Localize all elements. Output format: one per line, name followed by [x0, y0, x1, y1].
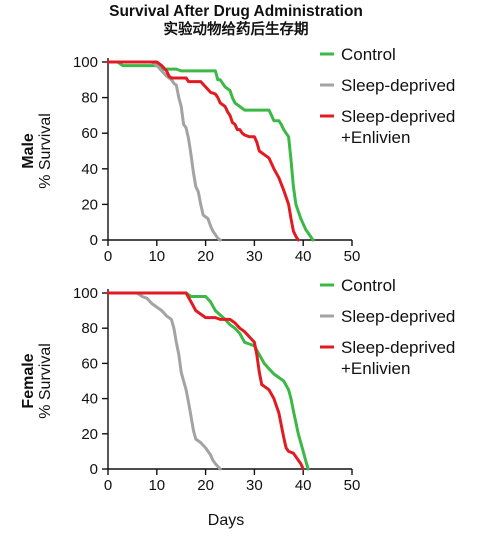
y-axis-label: % Survival — [37, 113, 54, 189]
panel-label: Male — [20, 133, 37, 169]
female-panel: 0 20 40 60 80 100 0 10 20 30 40 50 Female% Survival D… — [20, 276, 455, 529]
x-tick-label: 0 — [104, 248, 112, 265]
series-line-sleep-deprived — [106, 291, 222, 471]
legend-label: Sleep-deprived — [341, 107, 455, 126]
series-line-control — [106, 60, 315, 242]
y-tick-label: 100 — [73, 285, 98, 302]
x-tick-label: 40 — [295, 248, 312, 265]
x-tick-label: 40 — [295, 477, 312, 494]
legend-label: Control — [341, 45, 396, 64]
y-tick-label: 40 — [81, 161, 98, 178]
y-tick-label: 60 — [81, 355, 98, 372]
x-tick-label: 50 — [344, 248, 361, 265]
legend-label: Control — [341, 276, 396, 295]
figure-title: Survival After Drug Administration — [109, 3, 363, 20]
x-tick-label: 30 — [246, 477, 263, 494]
series-line-sleep-deprived — [106, 60, 222, 242]
x-tick-label: 10 — [148, 477, 165, 494]
series-line-sleep-deprived-enlivien — [106, 291, 305, 471]
figure-subtitle: 实验动物给药后生存期 — [164, 20, 309, 38]
x-tick-label: 50 — [344, 477, 361, 494]
legend-label: Sleep-deprived — [341, 76, 455, 95]
y-tick-label: 80 — [81, 90, 98, 107]
y-tick-label: 20 — [81, 426, 98, 443]
y-tick-label: 40 — [81, 391, 98, 408]
x-tick-label: 20 — [197, 477, 214, 494]
series-line-control — [106, 291, 310, 471]
x-tick-label: 20 — [197, 248, 214, 265]
y-tick-label: 0 — [90, 461, 98, 478]
y-tick-label: 0 — [90, 232, 98, 249]
legend-label: Sleep-deprived — [341, 338, 455, 357]
y-tick-label: 20 — [81, 196, 98, 213]
series-line-sleep-deprived-enlivien — [106, 60, 300, 242]
x-tick-label: 10 — [148, 248, 165, 265]
x-tick-label: 0 — [104, 477, 112, 494]
panel-label: Female — [20, 353, 37, 408]
y-tick-label: 80 — [81, 320, 98, 337]
y-axis-label: % Survival — [37, 343, 54, 419]
male-panel: 0 20 40 60 80 100 0 10 20 30 40 50 Male% Survival Con… — [20, 45, 455, 265]
legend-label: +Enlivien — [341, 128, 410, 147]
legend-label: Sleep-deprived — [341, 307, 455, 326]
y-tick-label: 60 — [81, 125, 98, 142]
x-tick-label: 30 — [246, 248, 263, 265]
y-tick-label: 100 — [73, 54, 98, 71]
legend-label: +Enlivien — [341, 359, 410, 378]
x-axis-label: Days — [208, 512, 244, 529]
